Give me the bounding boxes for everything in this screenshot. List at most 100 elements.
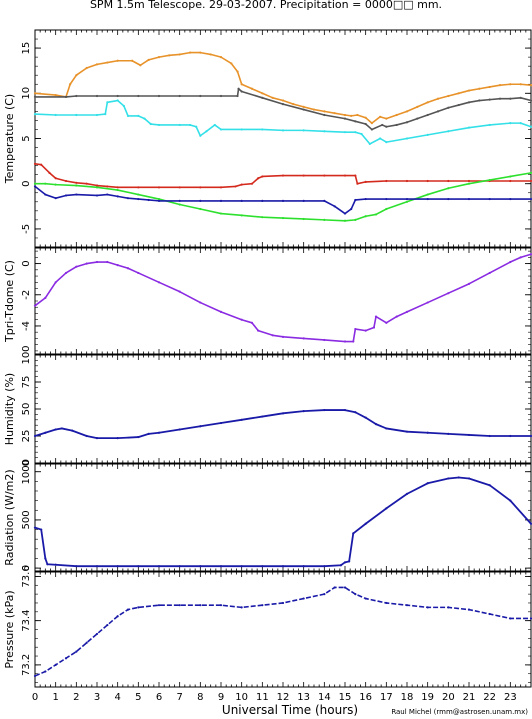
data-point: [199, 199, 202, 202]
data-point: [281, 174, 285, 177]
x-tick-label: 11: [256, 692, 269, 703]
data-point: [323, 174, 326, 177]
x-tick-label: 6: [156, 692, 162, 703]
data-point: [44, 670, 47, 673]
data-point: [405, 121, 409, 124]
data-point: [405, 310, 409, 314]
data-point: [395, 123, 398, 127]
data-point: [385, 207, 388, 211]
data-point: [54, 94, 57, 97]
data-point: [178, 53, 181, 56]
data-point: [178, 290, 181, 293]
data-point: [374, 213, 378, 216]
data-point: [240, 418, 243, 421]
x-tick-label: 18: [401, 692, 414, 703]
data-point: [509, 97, 512, 100]
x-tick-label: 2: [73, 692, 79, 703]
data-point: [168, 54, 171, 57]
x-tick-label: 19: [421, 692, 434, 703]
y-tick-label: 10: [21, 87, 32, 100]
y-axis-label: Humidity (%): [3, 373, 16, 445]
data-point: [529, 522, 532, 525]
data-point: [447, 477, 450, 480]
data-point: [354, 120, 357, 123]
data-point: [447, 106, 450, 109]
data-point: [370, 128, 373, 131]
data-point: [95, 260, 99, 264]
data-point: [352, 532, 355, 535]
x-tick-label: 4: [114, 692, 120, 703]
data-point: [33, 162, 37, 165]
data-point: [219, 212, 223, 215]
data-point: [352, 340, 355, 343]
data-point: [95, 94, 99, 98]
panel-frame-2: [34, 354, 532, 464]
data-point: [137, 271, 140, 275]
data-point: [281, 335, 285, 338]
data-point: [478, 99, 481, 102]
data-point: [261, 604, 264, 607]
data-point: [488, 85, 491, 89]
data-point: [488, 612, 491, 616]
data-point: [219, 94, 223, 98]
data-point: [219, 128, 223, 131]
data-point: [343, 113, 347, 117]
data-point: [178, 199, 181, 202]
data-point: [426, 606, 429, 609]
data-point: [509, 122, 512, 125]
data-point: [281, 565, 285, 568]
y-tick-label: 15: [21, 42, 32, 55]
y-tick-label: 5: [21, 135, 32, 141]
data-point: [385, 179, 388, 183]
data-point: [529, 617, 532, 620]
x-tick-label: 10: [235, 692, 248, 703]
data-point: [350, 207, 353, 211]
data-point: [33, 434, 37, 438]
data-point: [261, 415, 264, 418]
data-point: [323, 593, 326, 596]
data-point: [157, 123, 161, 127]
data-point: [426, 197, 429, 201]
data-point: [188, 123, 192, 127]
data-point: [116, 94, 119, 98]
data-point: [372, 326, 376, 329]
data-point: [54, 281, 57, 284]
data-point: [364, 597, 367, 600]
data-point: [137, 186, 140, 189]
data-point: [312, 108, 316, 111]
data-point: [147, 198, 150, 202]
x-axis-label: Universal Time (hours): [221, 703, 359, 717]
data-point: [426, 431, 429, 434]
data-point: [149, 122, 152, 126]
x-tick-label: 21: [463, 692, 476, 703]
data-point: [178, 123, 181, 127]
data-point: [106, 185, 109, 188]
data-point: [33, 526, 37, 529]
data-point: [44, 557, 47, 560]
x-tick-label: 16: [359, 692, 372, 703]
data-point: [354, 174, 357, 177]
data-point: [116, 615, 119, 618]
data-point: [44, 193, 47, 196]
data-point: [106, 260, 109, 264]
data-point: [395, 315, 398, 318]
data-point: [498, 97, 502, 100]
data-point: [157, 431, 161, 434]
x-tick-label: 23: [504, 692, 517, 703]
data-point: [364, 180, 367, 183]
data-point: [467, 101, 471, 104]
data-point: [143, 117, 146, 120]
data-point: [509, 260, 512, 264]
data-point: [33, 92, 37, 95]
data-point: [261, 92, 264, 95]
data-point: [147, 58, 150, 61]
data-point: [271, 334, 274, 337]
data-point: [240, 128, 243, 131]
data-point: [95, 113, 99, 117]
data-point: [106, 623, 109, 627]
data-point: [364, 329, 367, 332]
data-point: [64, 657, 68, 660]
data-point: [509, 175, 512, 178]
data-point: [240, 565, 243, 568]
